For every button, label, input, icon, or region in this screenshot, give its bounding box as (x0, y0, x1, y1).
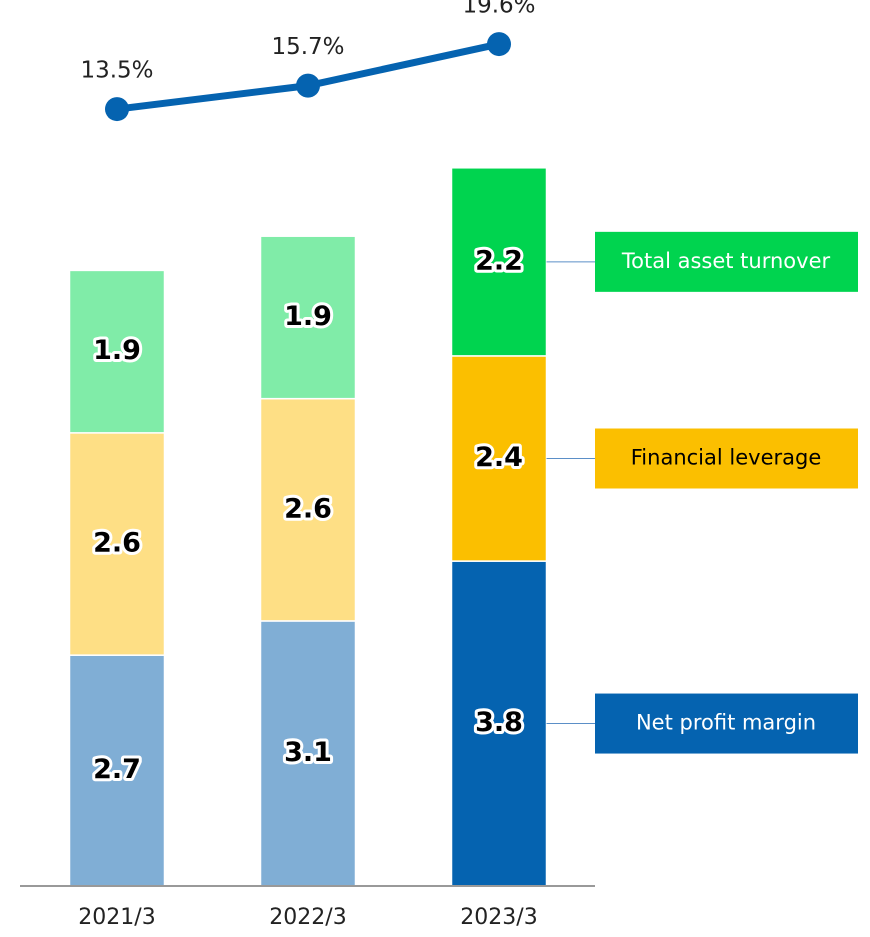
data-label: 19.6% (462, 0, 535, 19)
bar-segment (259, 620, 357, 887)
bar-segment (68, 654, 166, 887)
data-label: 3.1 (284, 737, 332, 768)
legend-label: Financial leverage (631, 446, 822, 470)
legend-label: Total asset turnover (621, 249, 831, 273)
data-label: 2.6 (93, 528, 141, 559)
bar-segment (450, 355, 548, 562)
x-tick-label: 2021/3 (78, 905, 155, 930)
line-point (487, 32, 511, 57)
bar-segment (259, 235, 357, 400)
data-label: 13.5% (80, 58, 153, 84)
x-tick-label: 2023/3 (460, 905, 537, 930)
data-label: 1.9 (284, 301, 332, 332)
data-label: 2.2 (475, 245, 523, 276)
line-point (105, 97, 129, 122)
data-label: 15.7% (271, 34, 344, 60)
bar-segment (450, 167, 548, 357)
data-label: 1.9 (93, 335, 141, 366)
data-label: 2.4 (475, 442, 523, 473)
legend-box (595, 428, 858, 489)
line-point (296, 73, 320, 98)
x-tick-label: 2022/3 (269, 905, 346, 930)
legend-box (595, 231, 858, 292)
legend-label: Net profit margin (636, 711, 816, 735)
legend-box (595, 693, 858, 754)
bar-segment (68, 269, 166, 434)
data-label: 3.8 (475, 707, 523, 738)
data-label: 2.6 (284, 493, 332, 524)
bar-segment (68, 432, 166, 656)
bar-segment (259, 397, 357, 622)
data-label: 2.7 (93, 754, 141, 785)
